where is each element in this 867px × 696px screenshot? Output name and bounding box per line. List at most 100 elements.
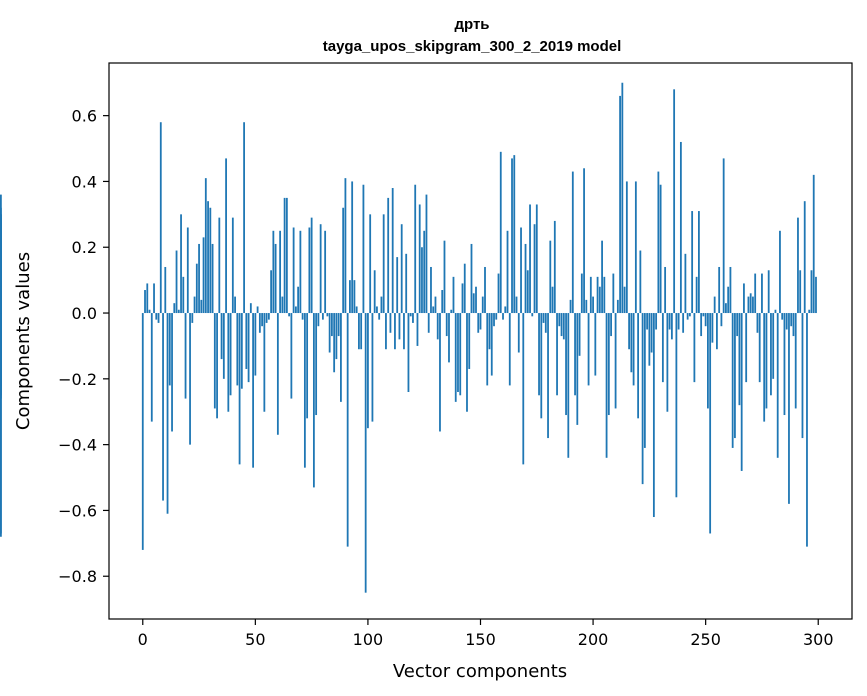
bar <box>312 313 315 488</box>
bar <box>578 313 581 356</box>
bar <box>571 171 574 314</box>
bar <box>430 266 432 314</box>
bar <box>628 313 630 350</box>
bar <box>632 313 635 386</box>
bar <box>515 296 518 314</box>
bar <box>740 313 743 471</box>
bar <box>459 313 462 396</box>
bar <box>294 306 297 314</box>
bar <box>725 303 727 314</box>
bar <box>637 313 640 419</box>
bar <box>634 181 637 314</box>
bar <box>781 313 784 320</box>
bar <box>155 313 158 320</box>
bar <box>673 89 676 314</box>
bar <box>340 313 342 402</box>
bar <box>520 227 522 314</box>
y-tick-label: 0.4 <box>72 172 97 191</box>
bar <box>162 313 164 501</box>
bar <box>743 283 745 314</box>
bar <box>285 197 288 314</box>
bar <box>445 313 448 337</box>
bar <box>164 266 167 314</box>
bar <box>367 313 369 429</box>
bar <box>558 313 561 327</box>
bar <box>797 217 799 314</box>
bar <box>481 296 484 314</box>
bar <box>754 273 757 314</box>
bar <box>157 313 160 323</box>
bar <box>409 313 412 317</box>
bar <box>414 184 417 314</box>
bar <box>0 286 2 314</box>
bar <box>646 313 649 330</box>
bar <box>731 313 734 448</box>
bar <box>542 313 545 323</box>
bar <box>729 266 732 314</box>
bar <box>382 214 385 314</box>
bar <box>243 122 245 314</box>
bar <box>301 313 304 320</box>
bar <box>779 230 781 314</box>
bar <box>758 313 761 383</box>
bar <box>664 266 667 314</box>
bar <box>418 204 421 314</box>
bar <box>238 313 241 465</box>
bar <box>466 313 468 412</box>
bar <box>202 237 205 314</box>
bar <box>342 207 345 314</box>
bar <box>522 313 525 465</box>
bar <box>531 313 534 317</box>
bar <box>788 313 790 504</box>
bar <box>432 306 435 314</box>
bar <box>603 276 606 314</box>
bar <box>391 188 394 314</box>
bar <box>200 299 203 314</box>
bar <box>556 313 558 396</box>
bar <box>605 313 608 458</box>
bar <box>484 266 486 314</box>
bar <box>772 313 775 379</box>
bar <box>488 313 491 350</box>
bar <box>288 313 291 317</box>
bar <box>583 168 585 314</box>
bar <box>218 217 221 314</box>
bar <box>677 313 680 330</box>
bar <box>774 309 777 314</box>
bar <box>141 313 144 550</box>
bar <box>621 82 624 314</box>
bar <box>168 313 171 386</box>
bar <box>0 303 2 314</box>
bar <box>702 313 705 317</box>
bar <box>511 158 513 314</box>
bar <box>587 313 590 386</box>
y-axis-ticks: −0.8 −0.6 −0.4 −0.2 0.0 0.2 0.4 0.6 <box>58 107 109 586</box>
y-tick-label: 0.0 <box>72 304 97 323</box>
bar <box>146 283 149 314</box>
bar <box>711 313 714 343</box>
bar <box>337 313 340 337</box>
bar <box>749 293 752 314</box>
x-tick-label: 50 <box>245 630 265 649</box>
bar <box>227 313 230 412</box>
bar <box>785 313 788 330</box>
bar <box>549 240 552 314</box>
bar <box>0 313 2 534</box>
y-tick-label: −0.2 <box>58 370 97 389</box>
bar <box>513 155 516 314</box>
bar <box>616 299 619 314</box>
bar <box>770 313 772 396</box>
bar <box>328 313 331 353</box>
bar <box>682 313 685 333</box>
bar <box>220 313 223 360</box>
bar <box>475 286 477 314</box>
bar <box>364 313 367 593</box>
y-tick-label: 0.6 <box>72 107 97 126</box>
bar <box>389 313 392 333</box>
bar <box>495 313 498 320</box>
bar <box>193 296 196 314</box>
bar <box>369 214 372 314</box>
bar <box>261 313 263 327</box>
bar <box>808 309 811 314</box>
bar <box>171 313 173 432</box>
